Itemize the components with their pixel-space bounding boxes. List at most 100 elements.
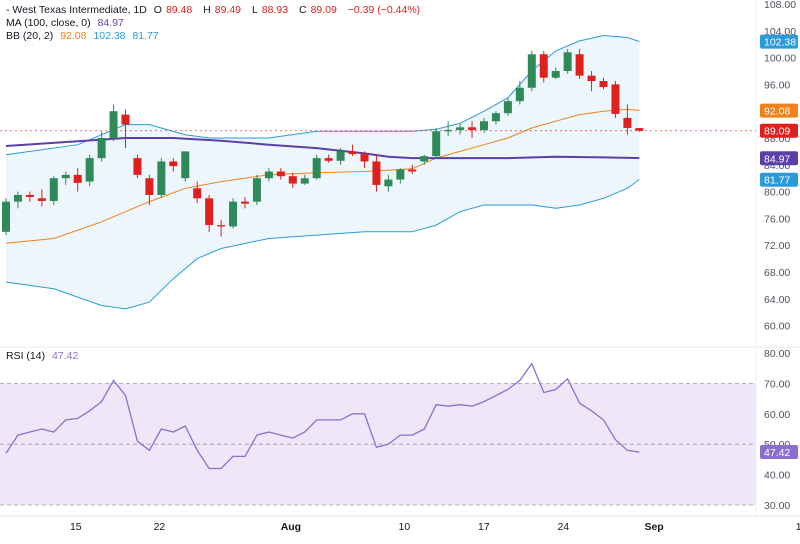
badge-ma-bg — [760, 151, 798, 166]
candle-body-51 — [611, 84, 620, 114]
candle-body-43 — [515, 87, 524, 102]
candle-body-38 — [456, 127, 465, 130]
candle-body-6 — [73, 174, 82, 183]
candle-body-35 — [420, 156, 429, 162]
bb-lower-line — [5, 179, 640, 310]
price-axis-tick-5: 80.00 — [764, 187, 790, 199]
time-axis-tick-6: Sep — [644, 521, 663, 533]
candle-body-30 — [360, 154, 369, 162]
rsi-line — [5, 362, 640, 470]
candle-body-26 — [312, 158, 321, 179]
badge-rsi: 47.42 — [764, 447, 790, 459]
badge-bb-upper-bg — [760, 34, 798, 49]
candle-body-19 — [229, 201, 238, 227]
candle-body-50 — [599, 81, 608, 88]
candle-body-15 — [181, 151, 190, 179]
legend-bb: BB (20, 2) 92.08 102.38 81.77 — [6, 30, 163, 42]
badge-bb-lower-bg — [760, 172, 798, 187]
legend-bb-upper: 102.38 — [93, 30, 126, 42]
candle-body-40 — [480, 121, 488, 130]
price-axis-tick-10: 100.00 — [764, 53, 796, 65]
legend-high: 89.49 — [214, 4, 242, 16]
candle-body-32 — [384, 179, 393, 187]
candle-body-4 — [49, 178, 58, 201]
candle-body-47 — [563, 52, 572, 71]
legend-bb-label: BB (20, 2) — [6, 30, 54, 42]
time-axis-tick-4: 17 — [478, 521, 490, 533]
price-axis-tick-0: 60.00 — [764, 321, 790, 333]
legend-low-label: L — [251, 4, 258, 16]
legend-ma-label: MA (100, close, 0) — [6, 17, 91, 29]
candle-body-10 — [121, 114, 130, 125]
price-axis-tick-1: 64.00 — [764, 294, 790, 306]
badge-bb-upper: 102.38 — [764, 37, 796, 49]
candle-body-21 — [252, 178, 261, 202]
legend-ohlc: - West Texas Intermediate, 1D O 89.48 H 89… — [6, 4, 424, 16]
legend-symbol: - West Texas Intermediate, 1D — [6, 4, 147, 16]
candle-body-16 — [193, 188, 202, 199]
candle-body-34 — [408, 169, 417, 172]
candle-body-49 — [587, 75, 596, 82]
badge-rsi-bg — [760, 445, 798, 460]
candle-body-42 — [503, 101, 512, 114]
time-axis-tick-7: 15 — [796, 521, 800, 533]
legend-ma-value: 84.97 — [97, 17, 124, 29]
candle-body-17 — [205, 198, 214, 226]
candle-body-1 — [13, 194, 22, 202]
candle-body-2 — [25, 194, 34, 197]
candle-body-7 — [85, 158, 94, 182]
time-axis-tick-2: Aug — [281, 521, 301, 533]
candle-body-36 — [432, 131, 441, 157]
legend-high-label: H — [203, 4, 211, 16]
candle-body-37 — [444, 129, 453, 132]
price-axis-tick-9: 96.00 — [764, 79, 790, 91]
candle-body-11 — [133, 158, 142, 175]
candle-body-48 — [575, 54, 584, 76]
badge-bb-mid-bg — [760, 103, 798, 118]
legend-rsi-label: RSI (14) — [6, 350, 46, 362]
candle-body-45 — [539, 54, 548, 78]
candle-body-33 — [396, 169, 405, 180]
badge-price-bg — [760, 123, 798, 138]
legend-bb-mid: 92.08 — [60, 30, 87, 42]
candle-body-29 — [348, 151, 357, 155]
badge-price: 89.09 — [764, 126, 790, 138]
candle-body-44 — [527, 54, 536, 88]
candle-body-39 — [468, 127, 477, 130]
candle-body-24 — [288, 176, 297, 184]
rsi-axis-tick-4: 70.00 — [764, 378, 790, 390]
legend-close: 89.09 — [310, 4, 337, 16]
candle-body-12 — [145, 178, 154, 195]
rsi-axis-tick-0: 30.00 — [764, 500, 790, 512]
time-axis-tick-3: 10 — [399, 521, 411, 533]
rsi-axis-tick-5: 80.00 — [764, 348, 790, 360]
badge-bb-lower: 81.77 — [764, 175, 790, 187]
candle-body-46 — [551, 71, 560, 78]
candle-body-13 — [157, 161, 166, 195]
time-axis-tick-1: 22 — [154, 521, 166, 533]
candle-body-8 — [97, 138, 106, 159]
badge-bb-mid: 92.08 — [764, 106, 790, 118]
candle-body-20 — [241, 201, 249, 204]
price-axis-tick-12: 108.00 — [764, 0, 796, 11]
candle-body-5 — [61, 174, 70, 179]
legend-open: 89.48 — [165, 4, 193, 16]
candle-body-27 — [324, 158, 333, 161]
candle-body-23 — [276, 171, 285, 177]
candle-body-3 — [37, 198, 46, 201]
bb-upper-line — [5, 34, 640, 156]
time-axis-tick-5: 24 — [557, 521, 569, 533]
candle-body-31 — [372, 161, 381, 185]
legend-change: −0.39 (−0.44%) — [347, 4, 421, 16]
time-axis-tick-0: 15 — [70, 521, 82, 533]
legend-rsi: RSI (14) 47.42 — [6, 350, 82, 362]
candle-body-18 — [217, 225, 226, 227]
rsi-axis-tick-1: 40.00 — [764, 470, 790, 482]
legend-close-label: C — [298, 4, 307, 16]
candle-body-52 — [623, 117, 632, 128]
price-axis-tick-3: 72.00 — [764, 240, 790, 252]
price-axis-tick-4: 76.00 — [764, 213, 790, 225]
legend-open-label: O — [153, 4, 162, 16]
